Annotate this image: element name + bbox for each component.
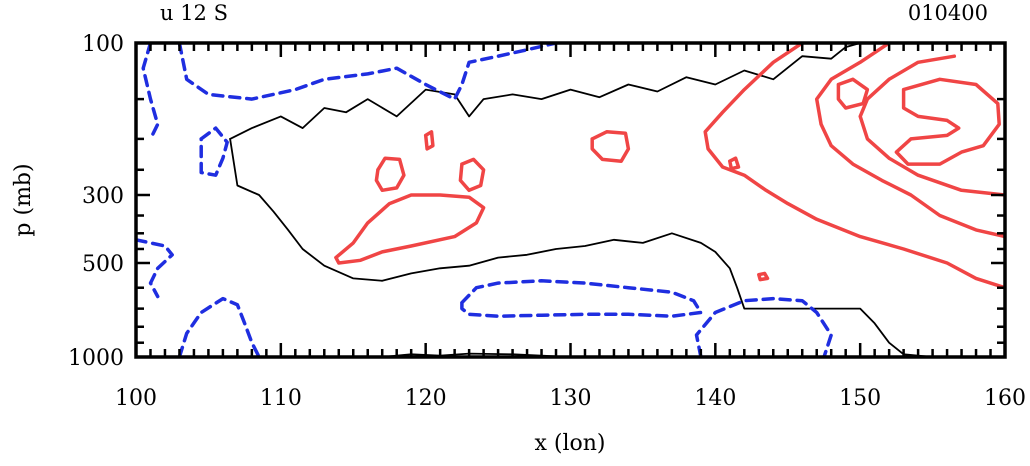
contour-positive-7 (590, 130, 631, 163)
x-tick-label: 160 (984, 386, 1026, 411)
x-tick-label: 150 (839, 386, 881, 411)
y-tick-label: 300 (82, 184, 124, 209)
y-tick-label: 500 (82, 252, 124, 277)
chart-title-left: u 12 S (160, 1, 228, 25)
contour-negative-20 (460, 279, 703, 318)
contour-positive-10 (858, 54, 1005, 197)
x-tick-label: 110 (260, 386, 302, 411)
contour-positive-14 (757, 271, 770, 282)
x-tick-label: 130 (550, 386, 592, 411)
y-axis-label: p (mb) (11, 163, 36, 236)
contour-positive-4 (374, 156, 406, 193)
x-axis-label: x (lon) (534, 431, 605, 456)
contour-layer (136, 43, 1005, 357)
x-tick-label: 120 (405, 386, 447, 411)
contour-zero-1 (229, 138, 934, 357)
contour-negative-19 (177, 296, 261, 357)
contour-negative-17 (199, 126, 229, 177)
y-tick-label: 100 (82, 32, 124, 57)
chart-title-right: 010400 (908, 1, 988, 25)
contour-positive-3 (334, 193, 486, 265)
contour-negative-21 (694, 296, 833, 357)
contour-zero-0 (229, 43, 862, 140)
contour-negative-18 (136, 238, 174, 299)
axes-layer: 100 110 120 130 140 150 160 100 300 500 1000 (68, 32, 1026, 411)
contour-negative-15 (141, 43, 160, 141)
contour-positive-6 (423, 130, 435, 151)
contour-positive-13 (728, 156, 741, 171)
y-tick-label: 1000 (68, 346, 124, 371)
x-tick-label: 140 (694, 386, 736, 411)
contour-positive-12 (836, 77, 870, 110)
contour-positive-5 (458, 157, 486, 193)
contour-lines (136, 43, 1005, 357)
contour-positive-9 (814, 43, 1005, 239)
x-tick-label: 100 (115, 386, 157, 411)
contour-positive-8 (703, 43, 1005, 290)
contour-negative-16 (177, 43, 558, 101)
contour-positive-11 (894, 77, 1001, 166)
